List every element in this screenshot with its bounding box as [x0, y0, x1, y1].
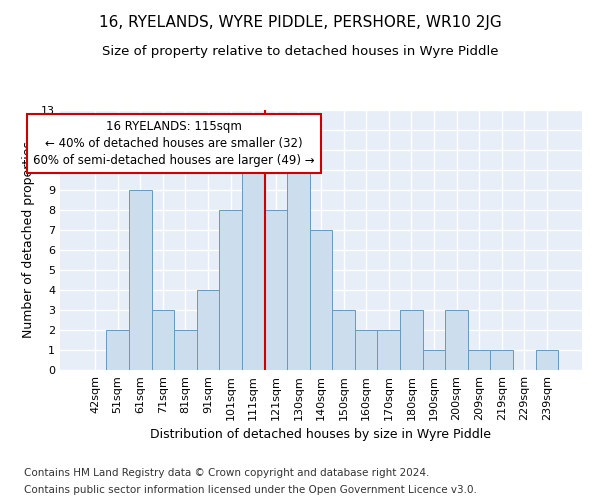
Bar — [106, 330, 129, 370]
Bar — [174, 330, 197, 370]
Bar — [220, 210, 242, 370]
Bar — [332, 310, 355, 370]
Bar — [377, 330, 400, 370]
Bar — [287, 150, 310, 370]
X-axis label: Distribution of detached houses by size in Wyre Piddle: Distribution of detached houses by size … — [151, 428, 491, 442]
Bar — [265, 210, 287, 370]
Text: Contains public sector information licensed under the Open Government Licence v3: Contains public sector information licen… — [24, 485, 477, 495]
Text: 16, RYELANDS, WYRE PIDDLE, PERSHORE, WR10 2JG: 16, RYELANDS, WYRE PIDDLE, PERSHORE, WR1… — [98, 15, 502, 30]
Text: Size of property relative to detached houses in Wyre Piddle: Size of property relative to detached ho… — [102, 45, 498, 58]
Bar — [400, 310, 422, 370]
Bar — [468, 350, 490, 370]
Bar — [445, 310, 468, 370]
Bar — [129, 190, 152, 370]
Y-axis label: Number of detached properties: Number of detached properties — [22, 142, 35, 338]
Bar — [197, 290, 220, 370]
Bar — [422, 350, 445, 370]
Text: 16 RYELANDS: 115sqm
← 40% of detached houses are smaller (32)
60% of semi-detach: 16 RYELANDS: 115sqm ← 40% of detached ho… — [34, 120, 315, 167]
Bar — [310, 230, 332, 370]
Bar — [536, 350, 558, 370]
Bar — [242, 150, 265, 370]
Text: Contains HM Land Registry data © Crown copyright and database right 2024.: Contains HM Land Registry data © Crown c… — [24, 468, 430, 477]
Bar — [152, 310, 174, 370]
Bar — [355, 330, 377, 370]
Bar — [490, 350, 513, 370]
